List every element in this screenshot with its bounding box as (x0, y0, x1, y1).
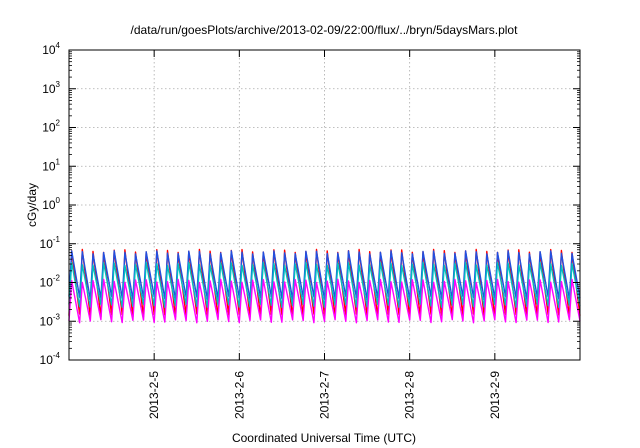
y-tick-exponent: 4 (56, 41, 61, 50)
y-tick-exponent: 0 (56, 196, 61, 205)
x-tick-label: 2013-2-9 (488, 371, 502, 419)
x-tick-label: 2013-2-5 (147, 371, 161, 419)
y-tick-exponent: -1 (53, 235, 61, 244)
chart-title: /data/run/goesPlots/archive/2013-02-09/2… (131, 23, 519, 37)
y-tick-exponent: -4 (53, 351, 61, 360)
y-tick-exponent: 3 (56, 80, 61, 89)
x-tick-label: 2013-2-6 (232, 371, 246, 419)
series-line (68, 278, 581, 324)
y-tick-exponent: -3 (53, 312, 61, 321)
x-tick-label: 2013-2-7 (318, 371, 332, 419)
series-group (68, 248, 581, 324)
y-axis-label: cGy/day (25, 183, 39, 227)
y-tick-exponent: -2 (53, 274, 61, 283)
x-axis-label: Coordinated Universal Time (UTC) (232, 431, 416, 445)
y-tick-exponent: 1 (56, 157, 61, 166)
x-axis: 2013-2-5 2013-2-6 2013-2-7 2013-2-8 2013-2-9 (147, 50, 502, 419)
series-line (68, 261, 581, 309)
y-tick-exponent: 2 (56, 119, 61, 128)
x-tick-label: 2013-2-8 (403, 371, 417, 419)
